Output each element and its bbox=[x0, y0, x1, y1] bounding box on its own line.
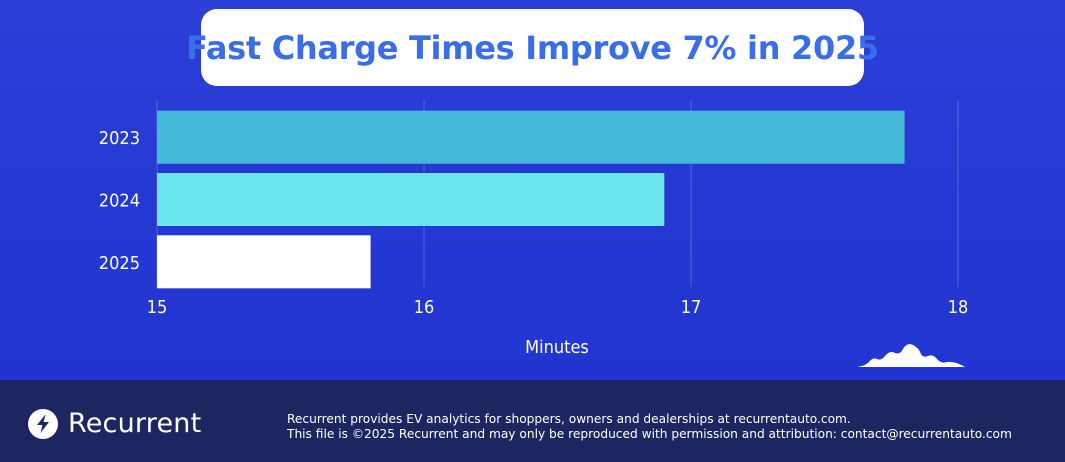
wave-logo-icon bbox=[857, 344, 965, 367]
bar-2024 bbox=[157, 173, 665, 226]
footer bbox=[0, 380, 1065, 462]
x-tick-label-1: 16 bbox=[414, 297, 435, 318]
bar-chart: 2023 2024 2025 15 16 17 18 Minutes bbox=[99, 110, 969, 358]
x-tick-label-0: 15 bbox=[147, 297, 168, 318]
x-tick-label-3: 18 bbox=[948, 297, 969, 318]
footer-line-2: This file is ©2025 Recurrent and may onl… bbox=[287, 427, 1012, 441]
brand: Recurrent bbox=[28, 408, 201, 439]
footer-text: Recurrent provides EV analytics for shop… bbox=[287, 412, 1012, 442]
brand-name: Recurrent bbox=[68, 408, 202, 439]
category-label-2023: 2023 bbox=[99, 128, 140, 149]
category-label-2024: 2024 bbox=[99, 191, 140, 212]
x-tick-label-2: 17 bbox=[681, 297, 702, 318]
footer-line-1: Recurrent provides EV analytics for shop… bbox=[287, 412, 851, 426]
bar-2023 bbox=[157, 110, 905, 164]
lightning-bolt-icon bbox=[28, 408, 58, 439]
title-box: Fast Charge Times Improve 7% in 2025 bbox=[186, 9, 879, 86]
x-axis-title: Minutes bbox=[525, 337, 589, 358]
chart-title: Fast Charge Times Improve 7% in 2025 bbox=[186, 28, 879, 67]
bar-2025 bbox=[157, 235, 371, 289]
category-label-2025: 2025 bbox=[99, 253, 140, 274]
